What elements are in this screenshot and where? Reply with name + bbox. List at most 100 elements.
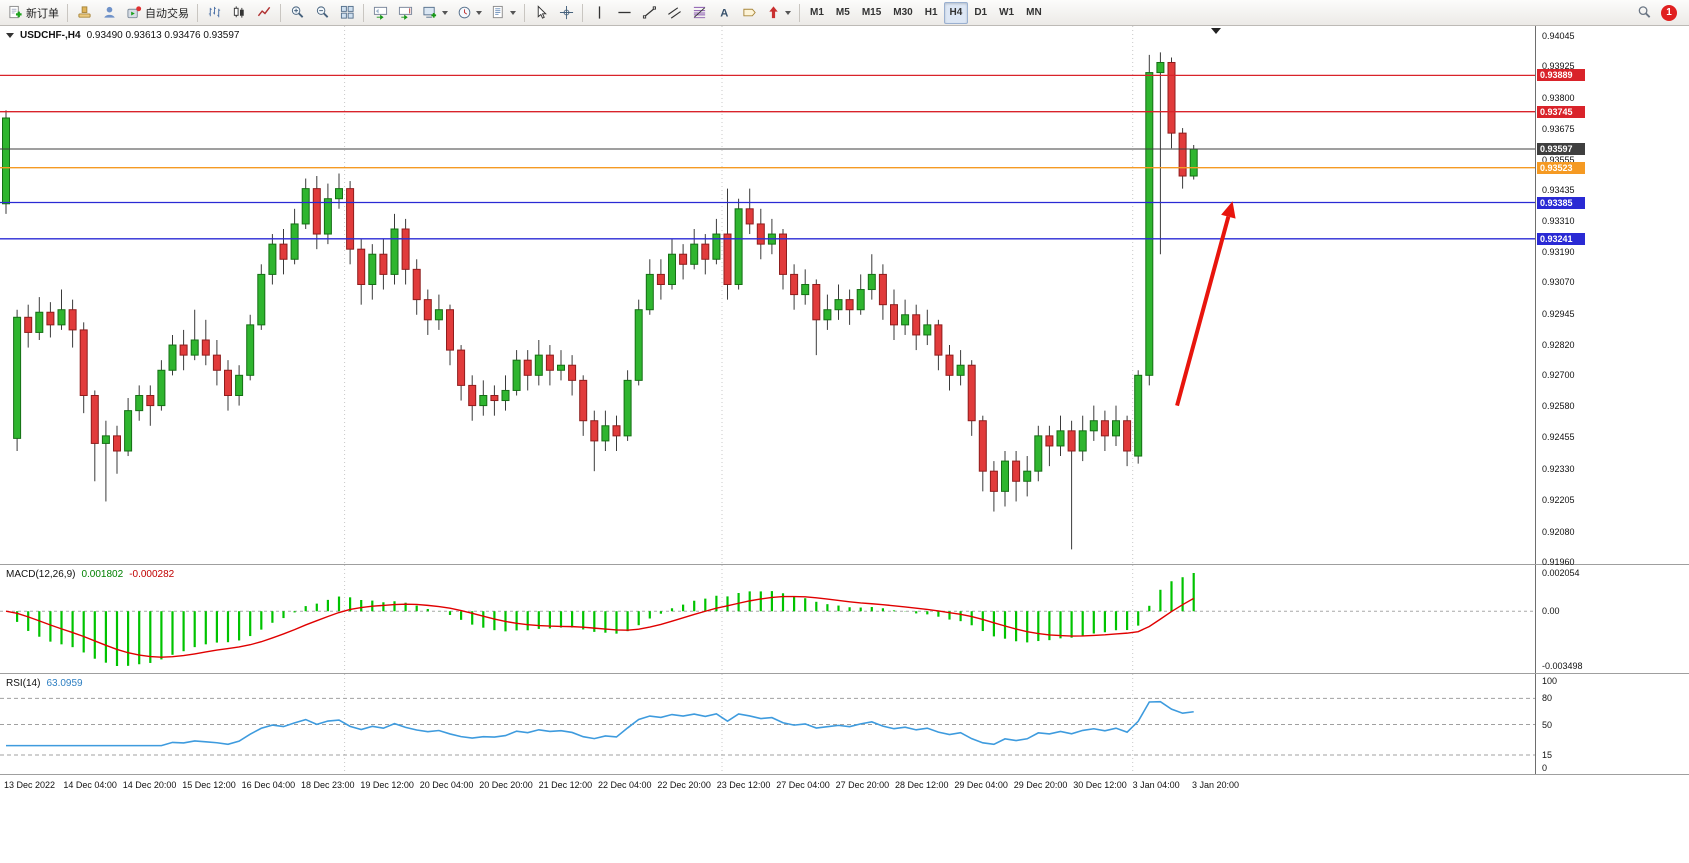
channel-button[interactable] xyxy=(662,2,686,24)
chevron-down-icon xyxy=(476,10,482,15)
price-tick-label: 0.93555 xyxy=(1542,154,1575,165)
autotrading-label: 自动交易 xyxy=(145,7,189,20)
candle xyxy=(479,380,488,416)
templates-button[interactable] xyxy=(487,2,520,24)
fibonacci-button[interactable] xyxy=(687,2,711,24)
candle xyxy=(46,302,55,338)
ohlc-bars-icon xyxy=(207,5,222,20)
candle xyxy=(357,239,366,305)
time-axis-label: 3 Jan 20:00 xyxy=(1192,780,1240,790)
vertical-line-button[interactable] xyxy=(587,2,611,24)
candle xyxy=(335,173,343,209)
candle xyxy=(501,375,510,411)
rsi-tick-label: 100 xyxy=(1542,676,1558,686)
cursor-icon xyxy=(534,5,549,20)
time-axis-label: 13 Dec 2022 xyxy=(4,780,56,790)
price-tick-label: 0.92700 xyxy=(1542,370,1575,381)
crosshair-button[interactable] xyxy=(554,2,578,24)
candle xyxy=(579,375,588,436)
timeframe-group: M1 M5 M15 M30 H1 H4 D1 W1 MN xyxy=(804,1,1048,24)
timeframe-button-M5[interactable]: M5 xyxy=(830,2,856,24)
line-chart-button[interactable] xyxy=(252,2,276,24)
timeframe-button-M15[interactable]: M15 xyxy=(856,2,887,24)
one-click-trading-caret-icon xyxy=(6,33,14,38)
time-axis-label: 14 Dec 04:00 xyxy=(63,780,117,790)
timeframe-button-M1[interactable]: M1 xyxy=(804,2,830,24)
candle xyxy=(401,218,410,285)
line-chart-icon xyxy=(257,5,272,20)
candle xyxy=(512,350,521,396)
periods-button[interactable] xyxy=(453,2,486,24)
time-axis[interactable]: 13 Dec 2022 14 Dec 04:00 14 Dec 20:00 15 De… xyxy=(0,775,1689,797)
timeframe-button-H1[interactable]: H1 xyxy=(919,2,944,24)
rsi-axis[interactable]: 100 80 50 15 0 xyxy=(1535,674,1689,774)
candle xyxy=(801,269,810,305)
zoom-out-button[interactable] xyxy=(310,2,334,24)
macd-axis[interactable]: 0.002054 0.00 -0.003498 xyxy=(1535,565,1689,673)
candle xyxy=(246,314,255,381)
hammer-icon xyxy=(77,5,92,20)
rsi-chart-canvas[interactable] xyxy=(0,674,1535,774)
notification-badge[interactable]: 1 xyxy=(1661,4,1677,21)
auto-scroll-button[interactable] xyxy=(368,2,392,24)
chart-shift-marker-icon[interactable] xyxy=(1211,28,1221,34)
profile-button[interactable] xyxy=(97,2,121,24)
candle xyxy=(834,284,843,320)
candle xyxy=(190,309,199,361)
price-axis[interactable]: 0.94045 0.93925 0.93800 0.93675 0.93555 0.934… xyxy=(1535,26,1689,567)
auto-scroll-icon xyxy=(373,5,388,20)
macd-pane: 0.002054 0.00 -0.003498 MACD(12,26,9) 0.00… xyxy=(0,565,1689,674)
toolbar: 新订单 自动交易 xyxy=(0,0,1689,26)
time-axis-label: 28 Dec 12:00 xyxy=(895,780,949,790)
price-chart-canvas[interactable] xyxy=(0,26,1535,564)
price-tick-label: 0.93800 xyxy=(1542,92,1575,103)
price-line-label: 0.93889 xyxy=(1537,69,1585,82)
text-label-button[interactable] xyxy=(737,2,761,24)
candle xyxy=(179,329,188,371)
horizontal-line-button[interactable] xyxy=(612,2,636,24)
zoom-in-button[interactable] xyxy=(285,2,309,24)
timeframe-button-W1[interactable]: W1 xyxy=(993,2,1020,24)
candle xyxy=(745,188,754,235)
candle xyxy=(124,398,133,457)
rsi-title: RSI(14) 63.0959 xyxy=(6,678,83,689)
timeframe-button-MN[interactable]: MN xyxy=(1020,2,1048,24)
price-tick-label: 0.94045 xyxy=(1542,31,1575,41)
candle xyxy=(24,304,33,348)
cursor-button[interactable] xyxy=(529,2,553,24)
candle xyxy=(1178,128,1187,189)
text-icon: A xyxy=(717,5,732,20)
new-chart-button[interactable] xyxy=(418,2,452,24)
candle xyxy=(734,198,743,290)
candle xyxy=(146,385,155,426)
arrows-button[interactable] xyxy=(762,2,795,24)
candlestick-chart-button[interactable] xyxy=(227,2,251,24)
expert-wizard-button[interactable] xyxy=(72,2,96,24)
arrow-up-icon xyxy=(766,5,781,20)
chart-shift-button[interactable] xyxy=(393,2,417,24)
autotrading-button[interactable]: 自动交易 xyxy=(122,2,193,24)
candle xyxy=(912,304,921,351)
timeframe-button-D1[interactable]: D1 xyxy=(968,2,993,24)
candle xyxy=(867,254,876,300)
tile-windows-icon xyxy=(340,5,355,20)
time-axis-label: 22 Dec 04:00 xyxy=(598,780,652,790)
time-axis-label: 15 Dec 12:00 xyxy=(182,780,236,790)
candle xyxy=(68,299,77,348)
macd-chart-canvas[interactable] xyxy=(0,565,1535,673)
svg-text:A: A xyxy=(720,8,728,20)
time-axis-label: 19 Dec 12:00 xyxy=(360,780,414,790)
bar-chart-button[interactable] xyxy=(202,2,226,24)
timeframe-button-H4[interactable]: H4 xyxy=(943,1,969,24)
trend-arrow-annotation[interactable] xyxy=(1175,201,1236,407)
candle xyxy=(623,370,632,441)
timeframe-button-M30[interactable]: M30 xyxy=(887,2,918,24)
candle xyxy=(1045,425,1054,467)
tile-windows-button[interactable] xyxy=(335,2,359,24)
rsi-tick-label: 0 xyxy=(1542,763,1548,773)
candle xyxy=(1067,420,1076,550)
trendline-button[interactable] xyxy=(637,2,661,24)
text-button[interactable]: A xyxy=(712,2,736,24)
new-order-button[interactable]: 新订单 xyxy=(4,2,63,24)
search-button[interactable] xyxy=(1632,2,1656,24)
